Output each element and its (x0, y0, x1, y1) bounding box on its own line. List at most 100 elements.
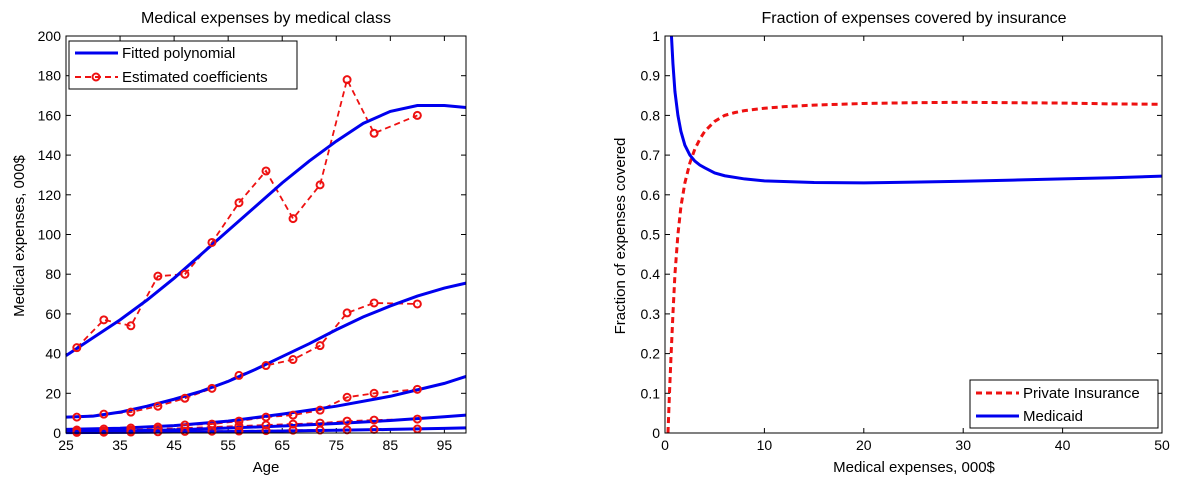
estimated-point (342, 308, 352, 318)
estimated-point (234, 370, 244, 380)
estimated-point (342, 416, 352, 426)
y-tick-label: 0.9 (641, 68, 661, 84)
x-tick-label: 10 (757, 437, 773, 453)
x-axis-label: Medical expenses, 000$ (833, 459, 995, 476)
fitted-series-2 (65, 281, 467, 419)
series-medicaid (669, 35, 1163, 185)
estimated-point (288, 214, 298, 224)
estimated-point (315, 425, 325, 435)
estimated-series-2 (76, 302, 418, 419)
y-tick-label: 0.8 (641, 107, 661, 123)
x-tick-label: 0 (661, 437, 669, 453)
estimated-point (234, 198, 244, 208)
x-tick-label: 65 (274, 437, 290, 453)
estimated-point (72, 412, 82, 422)
estimated-point (126, 407, 136, 417)
legend: Private Insurance Medicaid (969, 379, 1159, 429)
y-axis-label: Medical expenses, 000$ (11, 154, 28, 316)
estimated-point (412, 299, 422, 309)
estimated-point (288, 410, 298, 420)
x-tick-label: 75 (328, 437, 344, 453)
x-axis-label: Age (253, 459, 280, 476)
series-private-insurance (666, 100, 1163, 434)
x-tick-label: 30 (955, 437, 971, 453)
estimated-point (180, 426, 190, 436)
y-tick-label: 0.6 (641, 187, 661, 203)
fitted-series-3 (65, 375, 467, 431)
y-tick-label: 0.2 (641, 346, 661, 362)
legend-box (68, 40, 298, 90)
estimated-point (234, 426, 244, 436)
estimated-point (288, 355, 298, 365)
estimated-point (315, 180, 325, 190)
medical-expenses-chart: Medical expenses by medical class Age Me… (11, 10, 467, 476)
y-tick-label: 60 (45, 306, 61, 322)
legend-label-estimated: Estimated coefficients (122, 69, 268, 86)
estimated-point (261, 420, 271, 430)
estimated-point (153, 271, 163, 281)
y-tick-label: 0.1 (641, 385, 661, 401)
axes-frame (664, 35, 1163, 434)
tick-group: 25 35 45 55 65 75 85 95 0 20 40 60 80 100 120 140 160 180… (38, 28, 466, 453)
y-tick-label: 160 (38, 107, 62, 123)
estimated-point (153, 401, 163, 411)
y-tick-label: 20 (45, 385, 61, 401)
x-tick-label: 85 (383, 437, 399, 453)
estimated-point (412, 384, 422, 394)
estimated-point (72, 343, 82, 353)
y-tick-label: 0.7 (641, 147, 661, 163)
y-tick-label: 40 (45, 346, 61, 362)
x-tick-label: 45 (166, 437, 182, 453)
legend-marker-estimated (91, 72, 101, 82)
estimated-point (180, 393, 190, 403)
estimated-point (342, 75, 352, 85)
x-tick-label: 50 (1154, 437, 1170, 453)
y-tick-label: 1 (652, 28, 660, 44)
axes-frame (65, 35, 467, 434)
estimated-point (261, 361, 271, 371)
y-tick-label: 100 (38, 227, 62, 243)
plot-area (65, 75, 467, 437)
y-tick-label: 120 (38, 187, 62, 203)
x-tick-label: 20 (856, 437, 872, 453)
estimated-point (369, 298, 379, 308)
estimated-point (207, 426, 217, 436)
legend-label-private-insurance: Private Insurance (1023, 385, 1140, 402)
y-axis-label: Fraction of expenses covered (612, 138, 629, 335)
estimated-point (261, 166, 271, 176)
legend: Fitted polynomial Estimated coefficients (68, 40, 298, 90)
estimated-point (99, 409, 109, 419)
fitted-series-5 (65, 426, 467, 435)
y-tick-label: 0 (652, 425, 660, 441)
legend-box (969, 379, 1159, 429)
legend-label-medicaid: Medicaid (1023, 408, 1083, 425)
y-tick-label: 200 (38, 28, 62, 44)
estimated-point (234, 421, 244, 431)
estimated-point (369, 415, 379, 425)
estimated-point (126, 321, 136, 331)
estimated-point (207, 237, 217, 247)
plot-area (666, 35, 1163, 434)
estimated-point (207, 383, 217, 393)
chart-title: Fraction of expenses covered by insuranc… (761, 10, 1066, 27)
estimated-point (153, 427, 163, 437)
estimated-point (72, 427, 82, 437)
estimated-point (412, 110, 422, 120)
fitted-series-4 (65, 413, 467, 434)
y-tick-label: 0.5 (641, 227, 661, 243)
y-tick-label: 0 (53, 425, 61, 441)
insurance-fraction-chart: Fraction of expenses covered by insuranc… (612, 10, 1170, 476)
estimated-point (412, 414, 422, 424)
estimated-point (288, 425, 298, 435)
estimated-point (315, 405, 325, 415)
y-tick-label: 0.4 (641, 266, 661, 282)
legend-label-fitted: Fitted polynomial (122, 45, 235, 62)
y-tick-label: 80 (45, 266, 61, 282)
x-tick-label: 40 (1055, 437, 1071, 453)
estimated-point (369, 388, 379, 398)
x-tick-label: 55 (220, 437, 236, 453)
estimated-point (126, 427, 136, 437)
estimated-point (180, 269, 190, 279)
chart-title: Medical expenses by medical class (141, 10, 391, 27)
